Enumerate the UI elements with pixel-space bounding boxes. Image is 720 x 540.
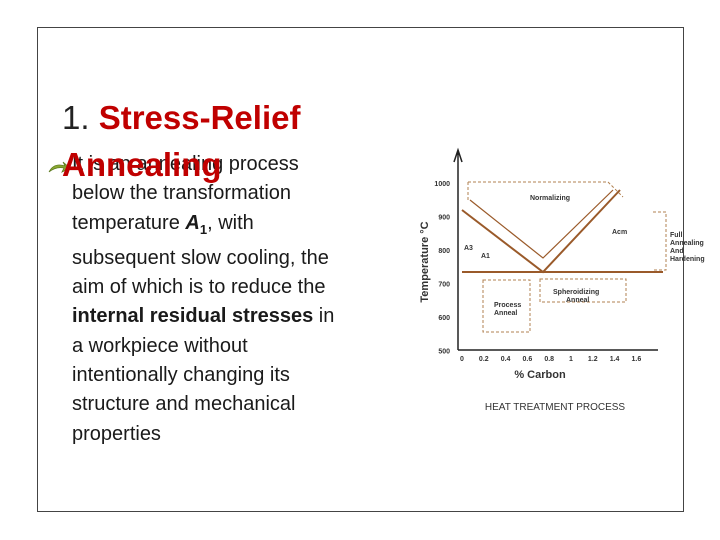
title-line: Stress-Relief xyxy=(98,99,301,136)
body-line: structure and mechanical xyxy=(72,390,334,419)
y-tick-label: 900 xyxy=(438,215,450,222)
x-tick-label: 1.2 xyxy=(588,356,598,363)
text-run: subsequent slow cooling, the xyxy=(72,246,329,269)
y-axis-label: Temperature °C xyxy=(419,221,431,302)
title-number: 1. xyxy=(62,99,90,136)
text-run: It is an annealing process xyxy=(72,153,299,175)
slide-frame xyxy=(37,27,684,512)
heat-treatment-figure: Normalizing A3 A1 Acm Process Anneal Sph… xyxy=(419,147,705,413)
x-tick-label: 0.2 xyxy=(479,356,489,363)
x-axis-label: % Carbon xyxy=(514,369,566,381)
x-tick-label: 0 xyxy=(460,356,464,363)
figure-labels: Normalizing A3 A1 Acm Process Anneal Sph… xyxy=(419,181,705,413)
zones xyxy=(467,181,667,333)
body-line: a workpiece without xyxy=(72,332,334,361)
text-run: properties xyxy=(72,422,161,445)
label: And xyxy=(670,248,684,255)
bold-run: internal residual stresses xyxy=(72,305,314,328)
text-run: structure and mechanical xyxy=(72,393,296,416)
y-tick-label: 500 xyxy=(438,349,450,356)
label: A1 xyxy=(481,253,490,260)
label: Anneal xyxy=(566,297,589,304)
body-line: It is an annealing process xyxy=(72,150,334,179)
text-run: in xyxy=(313,305,335,328)
y-tick-label: 800 xyxy=(438,248,450,255)
text-run: intentionally changing its xyxy=(72,364,290,387)
text-run: below the transformation xyxy=(72,182,292,205)
x-tick-label: 1.6 xyxy=(632,356,642,363)
x-tick-label: 1 xyxy=(569,356,573,363)
label: Process xyxy=(494,302,521,309)
label: Annealing xyxy=(670,240,704,247)
bullet-icon xyxy=(48,161,71,173)
label: A3 xyxy=(464,245,473,252)
body-line: aim of which is to reduce the xyxy=(72,273,334,302)
axes xyxy=(453,147,658,351)
x-tick-label: 1.4 xyxy=(610,356,620,363)
symbol: A xyxy=(185,211,200,234)
x-tick-label: 0.6 xyxy=(523,356,533,363)
label: Acm xyxy=(612,229,627,236)
body-text: It is an annealing process below the tra… xyxy=(72,150,334,449)
y-tick-label: 1000 xyxy=(434,181,450,188)
phase-lines xyxy=(461,189,663,274)
body-line: internal residual stresses in xyxy=(72,302,334,331)
text-run: aim of which is to reduce the xyxy=(72,276,326,299)
x-tick-label: 0.8 xyxy=(544,356,554,363)
label: Anneal xyxy=(494,310,517,317)
text-run: a workpiece without xyxy=(72,334,248,357)
body-line: properties xyxy=(72,420,334,449)
subscript: 1 xyxy=(199,221,208,237)
body-line: intentionally changing its xyxy=(72,361,334,390)
body-line: below the transformation xyxy=(72,179,334,208)
label: Normalizing xyxy=(530,195,570,202)
body-line: temperature A1, with xyxy=(72,209,334,244)
label: Hardening xyxy=(670,256,705,263)
y-tick-label: 600 xyxy=(438,315,450,322)
label: Full xyxy=(670,232,682,239)
body-line: subsequent slow cooling, the xyxy=(72,244,334,273)
title-line: Annealing xyxy=(62,146,222,183)
x-tick-label: 0.4 xyxy=(501,356,511,363)
label: Spheroidizing xyxy=(553,289,599,296)
slide-title: 1. Stress-Relief Annealing xyxy=(62,94,300,188)
text-run: temperature xyxy=(72,211,186,234)
text-run: , with xyxy=(207,211,254,234)
figure-caption: HEAT TREATMENT PROCESS xyxy=(485,402,626,413)
y-tick-label: 700 xyxy=(438,282,450,289)
